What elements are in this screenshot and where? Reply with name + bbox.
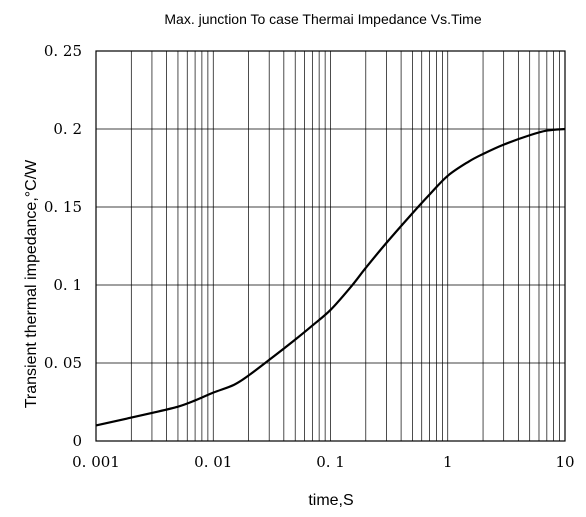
x-tick-label: 10	[555, 453, 574, 471]
y-tick-label: 0. 05	[44, 354, 82, 372]
x-tick-label: 0. 01	[194, 453, 232, 471]
x-tick-label: 0. 001	[72, 453, 120, 471]
x-axis-label: time,S	[308, 492, 353, 509]
y-tick-label: 0. 15	[44, 198, 82, 216]
y-axis-label: Transient thermal impedance,°C/W	[23, 159, 40, 408]
y-tick-labels: 0 0. 05 0. 1 0. 15 0. 2 0. 25	[44, 42, 82, 450]
chart-title: Max. junction To case Thermai Impedance …	[164, 11, 481, 27]
y-tick-label: 0. 25	[44, 42, 82, 60]
y-tick-label: 0. 1	[53, 276, 82, 294]
y-tick-label: 0	[72, 432, 82, 450]
x-tick-label: 0. 1	[316, 453, 345, 471]
x-tick-labels: 0. 001 0. 01 0. 1 1 10	[72, 453, 574, 471]
x-tick-label: 1	[443, 453, 453, 471]
grid	[96, 51, 565, 441]
y-tick-label: 0. 2	[53, 120, 82, 138]
